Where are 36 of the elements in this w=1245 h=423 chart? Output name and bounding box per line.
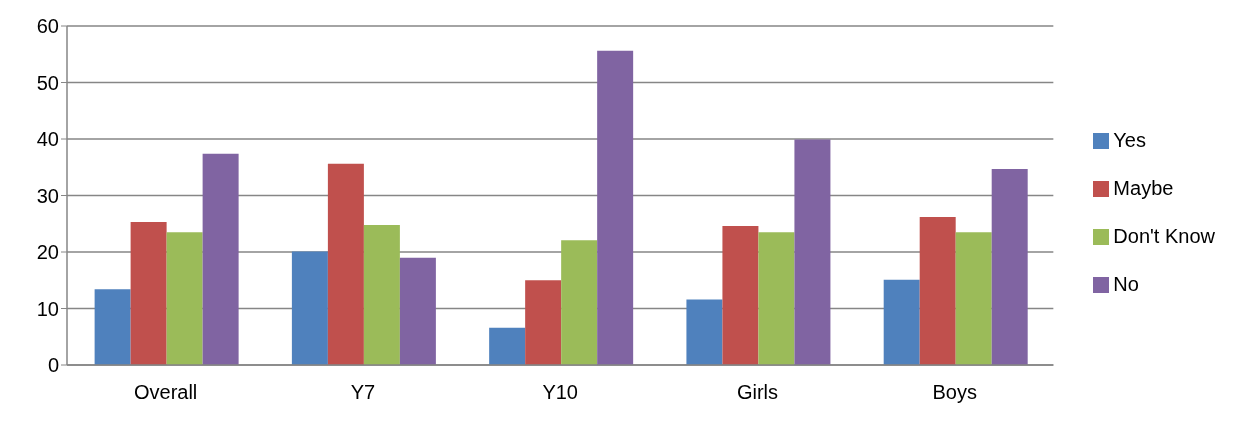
x-tick-label: Girls [736, 381, 778, 404]
bar [991, 168, 1028, 365]
bar [166, 232, 203, 365]
y-tick-label: 50 [36, 71, 59, 94]
y-tick-label: 10 [36, 297, 59, 320]
legend-label: Maybe [1113, 176, 1174, 199]
legend-label: Yes [1113, 128, 1146, 151]
bar [525, 280, 562, 365]
bar [202, 153, 239, 365]
x-tick-label: Y10 [542, 381, 578, 404]
bar [686, 299, 723, 365]
y-tick-label: 20 [36, 241, 59, 264]
bar [399, 257, 436, 365]
legend-label: Don't Know [1113, 224, 1215, 247]
y-tick-label: 60 [36, 15, 59, 38]
bar [291, 251, 328, 365]
x-tick-label: Y7 [350, 381, 376, 404]
legend-label: No [1113, 272, 1139, 295]
bar [597, 50, 634, 365]
y-tick-label: 40 [36, 128, 59, 151]
bar [561, 240, 598, 365]
bar [327, 163, 364, 365]
bar [758, 232, 795, 365]
bar [883, 279, 920, 365]
x-tick-label: Overall [133, 381, 198, 404]
bar [919, 216, 956, 365]
bar [130, 222, 167, 365]
x-tick-label: Boys [932, 381, 977, 404]
bar [94, 289, 131, 365]
bar [489, 327, 526, 365]
bar [722, 226, 759, 365]
y-tick-label: 0 [47, 354, 59, 377]
bar [955, 232, 992, 365]
bar [363, 224, 400, 365]
bar [794, 139, 831, 365]
y-tick-label: 30 [36, 184, 59, 207]
